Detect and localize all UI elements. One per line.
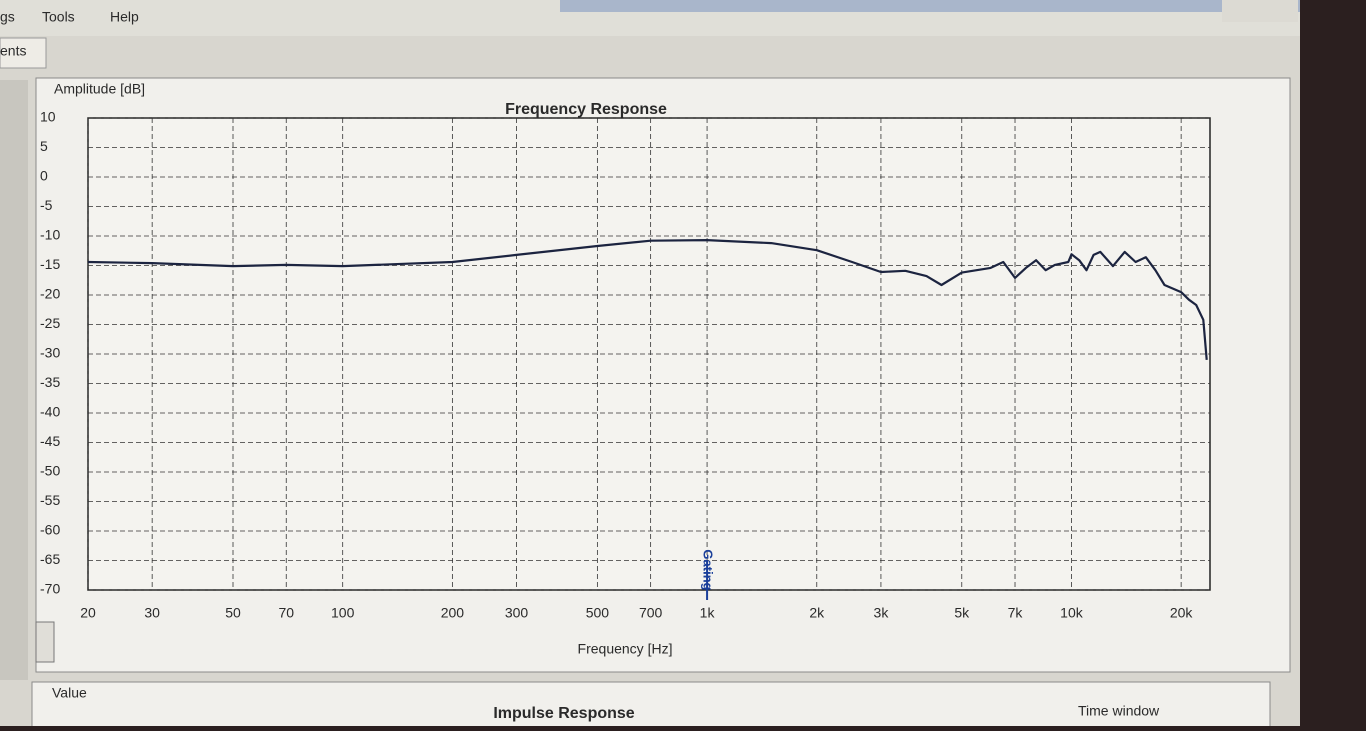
y-tick-label: 5 bbox=[40, 138, 48, 154]
y-tick-label: -60 bbox=[40, 522, 60, 538]
y-tick-label: -25 bbox=[40, 315, 60, 331]
scroll-arrows[interactable] bbox=[35, 621, 55, 663]
x-tick-label: 20 bbox=[80, 605, 96, 621]
y-tick-label: -15 bbox=[40, 256, 60, 272]
tab[interactable] bbox=[0, 37, 47, 69]
impulse-y-label: Value bbox=[52, 685, 87, 701]
response-line bbox=[87, 239, 1208, 360]
y-tick-label: -40 bbox=[40, 404, 60, 420]
x-axis-label: Frequency [Hz] bbox=[578, 641, 673, 657]
side-controls bbox=[0, 80, 28, 680]
y-tick-label: 10 bbox=[40, 109, 56, 125]
x-tick-label: 2k bbox=[809, 605, 825, 621]
x-tick-label: 70 bbox=[278, 605, 294, 621]
impulse-panel bbox=[31, 681, 1271, 731]
menu-item[interactable]: gs bbox=[0, 9, 15, 25]
y-tick-label: -5 bbox=[40, 197, 53, 213]
y-tick-label: -50 bbox=[40, 463, 60, 479]
y-tick-label: -35 bbox=[40, 374, 60, 390]
y-axis-label: Amplitude [dB] bbox=[54, 81, 145, 97]
y-tick-label: -30 bbox=[40, 345, 60, 361]
y-tick-label: -55 bbox=[40, 492, 60, 508]
y-tick-label: -10 bbox=[40, 227, 60, 243]
x-tick-label: 5k bbox=[954, 605, 970, 621]
chart-title: Frequency Response bbox=[505, 101, 667, 118]
tab-label[interactable]: ents bbox=[0, 43, 26, 59]
x-tick-label: 30 bbox=[144, 605, 160, 621]
x-tick-label: 20k bbox=[1170, 605, 1194, 621]
x-tick-label: 700 bbox=[639, 605, 663, 621]
impulse-x-label: Time window bbox=[1078, 703, 1160, 719]
gating-label: Gating bbox=[701, 549, 716, 590]
x-tick-label: 300 bbox=[505, 605, 529, 621]
x-tick-label: 7k bbox=[1008, 605, 1024, 621]
x-tick-label: 3k bbox=[874, 605, 890, 621]
menu-item[interactable]: Help bbox=[110, 9, 139, 25]
x-tick-label: 10k bbox=[1060, 605, 1084, 621]
y-tick-label: -70 bbox=[40, 581, 60, 597]
x-tick-label: 100 bbox=[331, 605, 355, 621]
x-tick-label: 50 bbox=[225, 605, 241, 621]
y-tick-label: -45 bbox=[40, 433, 60, 449]
y-tick-label: 0 bbox=[40, 168, 48, 184]
menu-item[interactable]: Tools bbox=[42, 9, 75, 25]
x-tick-label: 1k bbox=[700, 605, 716, 621]
menu-bar bbox=[0, 0, 1300, 36]
x-tick-label: 500 bbox=[586, 605, 610, 621]
x-tick-label: 200 bbox=[441, 605, 465, 621]
y-tick-label: -65 bbox=[40, 551, 60, 567]
y-tick-label: -20 bbox=[40, 286, 60, 302]
impulse-title: Impulse Response bbox=[493, 705, 634, 722]
